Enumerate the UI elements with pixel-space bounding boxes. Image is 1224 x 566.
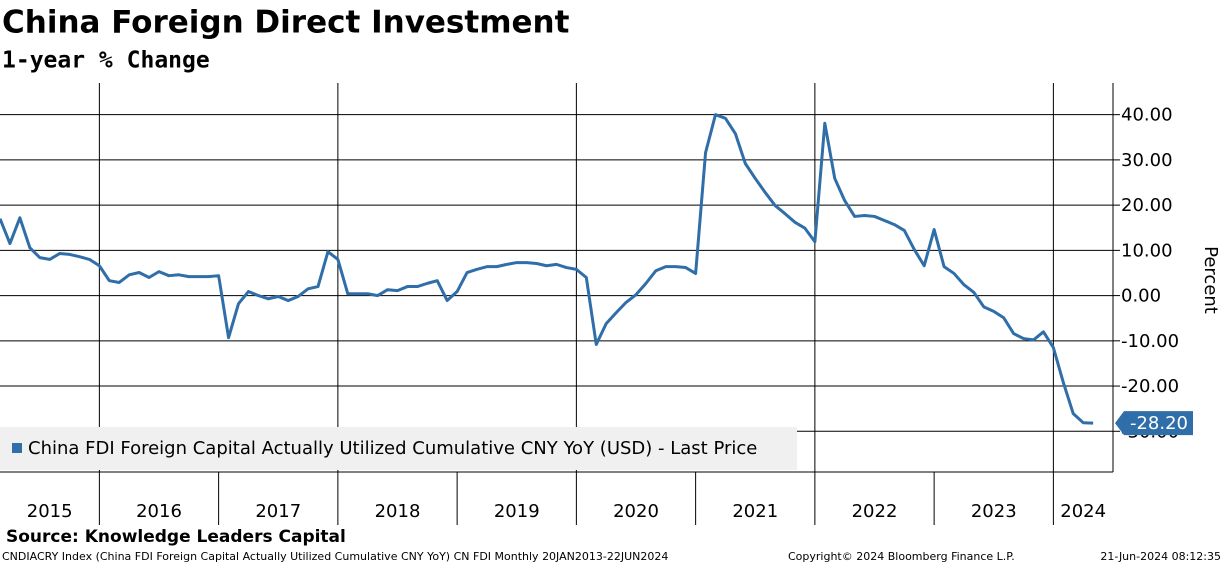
chart-title: China Foreign Direct Investment bbox=[2, 5, 570, 41]
source: Source: Knowledge Leaders Capital bbox=[6, 527, 346, 547]
y-tick-label: 40.00 bbox=[1121, 105, 1173, 126]
footer-date: 21-Jun-2024 08:12:35 bbox=[1100, 550, 1221, 563]
x-tick-label: 2016 bbox=[136, 501, 182, 522]
x-tick-label: 2024 bbox=[1060, 501, 1106, 522]
chart-subtitle: 1-year % Change bbox=[2, 48, 210, 74]
x-tick-label: 2015 bbox=[27, 501, 73, 522]
last-price-box bbox=[1115, 411, 1193, 436]
x-tick-label: 2019 bbox=[494, 501, 540, 522]
x-tick-label: 2022 bbox=[852, 501, 898, 522]
y-tick-label: 30.00 bbox=[1121, 150, 1173, 171]
y-axis-label: Percent bbox=[1200, 246, 1221, 314]
legend-swatch bbox=[12, 443, 22, 453]
x-tick-label: 2023 bbox=[971, 501, 1017, 522]
x-tick-label: 2021 bbox=[732, 501, 778, 522]
x-tick-label: 2017 bbox=[255, 501, 301, 522]
y-tick-label: 20.00 bbox=[1121, 195, 1173, 216]
footer-index: CNDIACRY Index (China FDI Foreign Capita… bbox=[2, 550, 668, 563]
data-line bbox=[0, 113, 1094, 425]
y-tick-label: -20.00 bbox=[1121, 376, 1179, 397]
x-tick-label: 2018 bbox=[375, 501, 421, 522]
legend-label: China FDI Foreign Capital Actually Utili… bbox=[28, 438, 757, 459]
legend-box bbox=[0, 427, 797, 470]
last-price-tag: -28.20 bbox=[1115, 411, 1193, 436]
footer-copyright: Copyright© 2024 Bloomberg Finance L.P. bbox=[788, 550, 1015, 563]
last-price-label: -28.20 bbox=[1130, 413, 1188, 434]
x-tick-label: 2020 bbox=[613, 501, 659, 522]
y-tick-label: 10.00 bbox=[1121, 240, 1173, 261]
y-tick-label: -10.00 bbox=[1121, 331, 1179, 352]
legend: China FDI Foreign Capital Actually Utili… bbox=[0, 427, 797, 470]
y-tick-label: 0.00 bbox=[1121, 286, 1161, 307]
